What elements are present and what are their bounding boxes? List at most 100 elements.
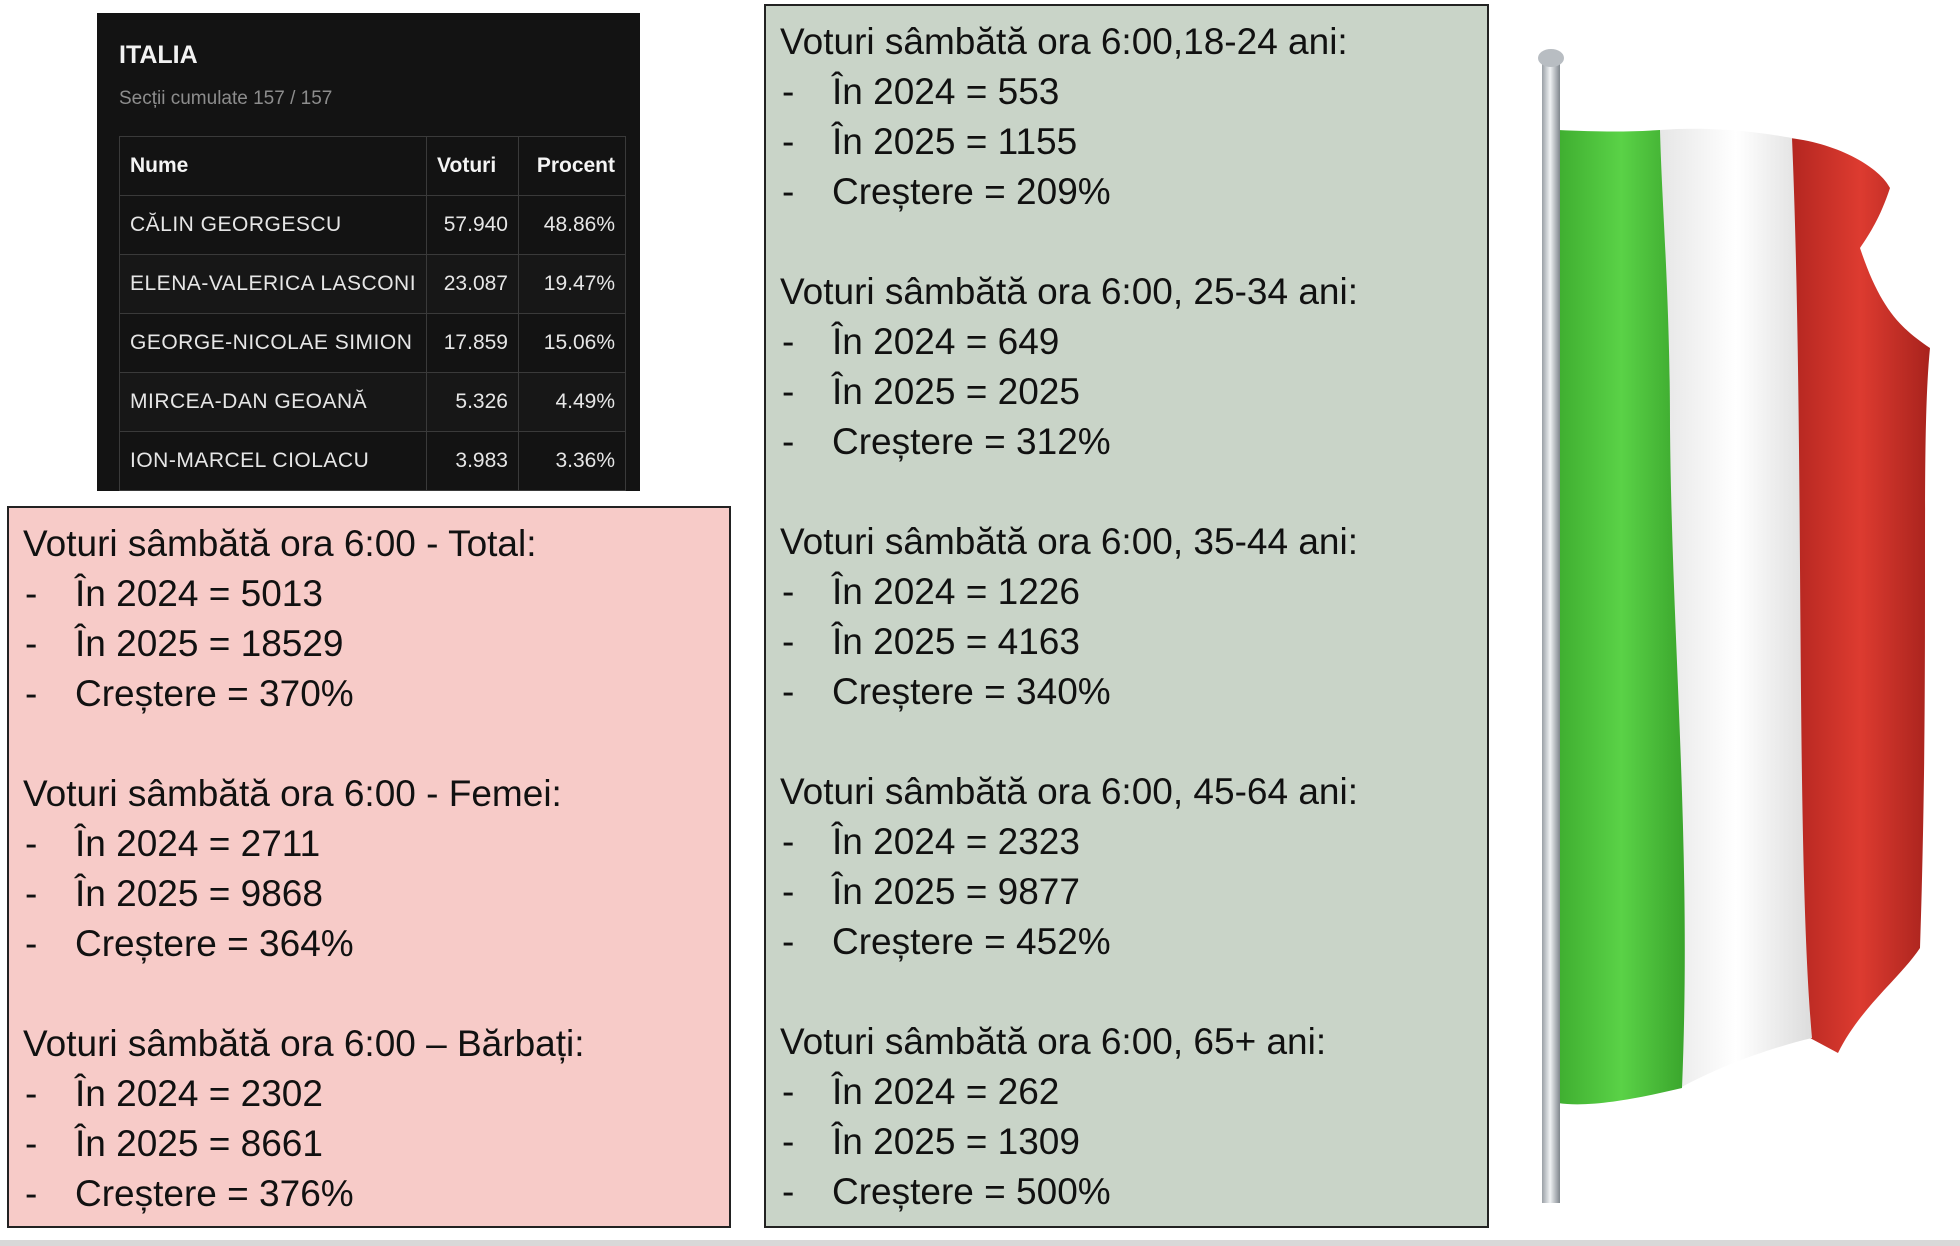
item-text: În 2024 = 2711	[75, 823, 321, 864]
list-item: - În 2025 = 18529	[23, 619, 729, 669]
column-header-name: Nume	[118, 136, 428, 196]
list-item: - În 2024 = 5013	[23, 569, 729, 619]
list-item: - Creștere = 340%	[780, 667, 1487, 717]
vote-percent: 48.86%	[517, 195, 627, 255]
candidate-name: ELENA-VALERICA LASCONI	[118, 254, 428, 314]
candidate-name: CĂLIN GEORGESCU	[118, 195, 428, 255]
bullet-dash: -	[25, 823, 38, 864]
list-item: - Creștere = 376%	[23, 1169, 729, 1219]
item-text: În 2024 = 5013	[75, 573, 323, 614]
bullet-dash: -	[782, 421, 795, 462]
list-item: - Creștere = 209%	[780, 167, 1487, 217]
bullet-dash: -	[782, 821, 795, 862]
bullet-dash: -	[782, 1171, 795, 1212]
vote-percent: 4.49%	[517, 372, 627, 432]
vote-count: 3.983	[426, 431, 519, 491]
list-item: - Creștere = 500%	[780, 1167, 1487, 1217]
candidate-name: MIRCEA-DAN GEOANĂ	[118, 372, 428, 432]
bullet-dash: -	[782, 171, 795, 212]
section-title: Voturi sâmbătă ora 6:00, 45-64 ani:	[780, 771, 1358, 812]
candidate-name: ION-MARCEL CIOLACU	[118, 431, 428, 491]
column-header-percent: Procent	[517, 136, 627, 196]
stats-section: Voturi sâmbătă ora 6:00 – Bărbați: - În 20…	[23, 1019, 729, 1219]
list-item: - Creștere = 364%	[23, 919, 729, 969]
item-text: În 2025 = 1309	[832, 1121, 1080, 1162]
item-text: În 2024 = 553	[832, 71, 1060, 112]
item-text: În 2024 = 2323	[832, 821, 1080, 862]
bullet-dash: -	[25, 573, 38, 614]
section-title: Voturi sâmbătă ora 6:00, 25-34 ani:	[780, 271, 1358, 312]
stats-section: Voturi sâmbătă ora 6:00,18-24 ani: - În 20…	[780, 17, 1487, 217]
results-subtitle: Secții cumulate 157 / 157	[119, 88, 333, 109]
totals-box: Voturi sâmbătă ora 6:00 - Total: - În 2024…	[7, 506, 731, 1228]
italian-flag-icon	[1538, 49, 1930, 1203]
table-row: ION-MARCEL CIOLACU 3.983 3.36%	[118, 431, 627, 491]
stats-section: Voturi sâmbătă ora 6:00, 25-34 ani: - În 2…	[780, 267, 1487, 467]
bullet-dash: -	[782, 371, 795, 412]
stats-section: Voturi sâmbătă ora 6:00 - Total: - În 2024…	[23, 519, 729, 719]
table-row: CĂLIN GEORGESCU 57.940 48.86%	[118, 195, 627, 255]
column-header-votes: Voturi	[426, 136, 519, 196]
section-title: Voturi sâmbătă ora 6:00, 65+ ani:	[780, 1021, 1327, 1062]
item-text: În 2025 = 9868	[75, 873, 323, 914]
results-panel: ITALIA Secții cumulate 157 / 157 Nume Vo…	[97, 13, 640, 491]
item-text: Creștere = 500%	[832, 1171, 1111, 1212]
bullet-dash: -	[25, 1123, 38, 1164]
table-row: MIRCEA-DAN GEOANĂ 5.326 4.49%	[118, 372, 627, 432]
item-text: Creștere = 452%	[832, 921, 1111, 962]
stats-section: Voturi sâmbătă ora 6:00, 35-44 ani: - În 2…	[780, 517, 1487, 717]
bullet-dash: -	[782, 621, 795, 662]
age-groups-box: Voturi sâmbătă ora 6:00,18-24 ani: - În 20…	[764, 4, 1489, 1228]
list-item: - În 2024 = 649	[780, 317, 1487, 367]
list-item: - În 2024 = 262	[780, 1067, 1487, 1117]
section-title: Voturi sâmbătă ora 6:00 - Femei:	[23, 773, 562, 814]
bottom-divider	[0, 1240, 1960, 1246]
section-title: Voturi sâmbătă ora 6:00 - Total:	[23, 523, 537, 564]
vote-percent: 15.06%	[517, 313, 627, 373]
results-title: ITALIA	[119, 41, 198, 69]
item-text: În 2024 = 1226	[832, 571, 1080, 612]
list-item: - În 2025 = 9877	[780, 867, 1487, 917]
results-table: Nume Voturi Procent CĂLIN GEORGESCU 57.94…	[118, 136, 627, 491]
bullet-dash: -	[782, 1121, 795, 1162]
bullet-dash: -	[25, 623, 38, 664]
item-text: Creștere = 376%	[75, 1173, 354, 1214]
section-title: Voturi sâmbătă ora 6:00,18-24 ani:	[780, 21, 1348, 62]
bullet-dash: -	[782, 71, 795, 112]
list-item: - În 2024 = 2302	[23, 1069, 729, 1119]
bullet-dash: -	[782, 1071, 795, 1112]
bullet-dash: -	[25, 873, 38, 914]
item-text: În 2025 = 9877	[832, 871, 1080, 912]
item-text: Creștere = 209%	[832, 171, 1111, 212]
stats-section: Voturi sâmbătă ora 6:00, 65+ ani: - În 202…	[780, 1017, 1487, 1217]
vote-count: 5.326	[426, 372, 519, 432]
bullet-dash: -	[25, 1173, 38, 1214]
bullet-dash: -	[782, 321, 795, 362]
list-item: - În 2024 = 1226	[780, 567, 1487, 617]
list-item: - Creștere = 312%	[780, 417, 1487, 467]
item-text: În 2024 = 2302	[75, 1073, 323, 1114]
item-text: În 2025 = 2025	[832, 371, 1080, 412]
section-title: Voturi sâmbătă ora 6:00 – Bărbați:	[23, 1023, 585, 1064]
section-title: Voturi sâmbătă ora 6:00, 35-44 ani:	[780, 521, 1358, 562]
item-text: Creștere = 340%	[832, 671, 1111, 712]
bullet-dash: -	[25, 673, 38, 714]
list-item: - În 2024 = 2711	[23, 819, 729, 869]
item-text: În 2025 = 4163	[832, 621, 1080, 662]
vote-count: 17.859	[426, 313, 519, 373]
table-row: ELENA-VALERICA LASCONI 23.087 19.47%	[118, 254, 627, 314]
list-item: - În 2025 = 4163	[780, 617, 1487, 667]
item-text: În 2024 = 262	[832, 1071, 1060, 1112]
bullet-dash: -	[782, 921, 795, 962]
bullet-dash: -	[782, 671, 795, 712]
candidate-name: GEORGE-NICOLAE SIMION	[118, 313, 428, 373]
list-item: - În 2025 = 9868	[23, 869, 729, 919]
vote-count: 23.087	[426, 254, 519, 314]
list-item: - În 2024 = 2323	[780, 817, 1487, 867]
table-header-row: Nume Voturi Procent	[118, 136, 627, 196]
item-text: În 2025 = 8661	[75, 1123, 323, 1164]
table-row: GEORGE-NICOLAE SIMION 17.859 15.06%	[118, 313, 627, 373]
stats-section: Voturi sâmbătă ora 6:00 - Femei: - În 2024…	[23, 769, 729, 969]
vote-percent: 19.47%	[517, 254, 627, 314]
bullet-dash: -	[782, 571, 795, 612]
